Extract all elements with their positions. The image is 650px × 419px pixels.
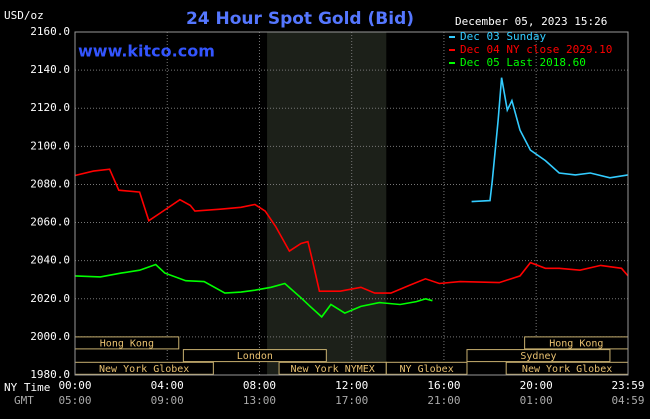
gmt-tick-label: 13:00 bbox=[243, 394, 276, 407]
gmt-tick-label: 17:00 bbox=[335, 394, 368, 407]
legend-label: Dec 03 Sunday bbox=[460, 30, 546, 43]
gmt-tick-label: 01:00 bbox=[520, 394, 553, 407]
session-label: Hong Kong bbox=[549, 338, 603, 349]
y-tick-label: 2120.0 bbox=[30, 101, 70, 114]
y-axis-label: USD/oz bbox=[4, 9, 44, 22]
x-tick-label: 16:00 bbox=[427, 379, 460, 392]
gmt-tick-label: 09:00 bbox=[151, 394, 184, 407]
series-line bbox=[74, 168, 629, 294]
session-label: New York Globex bbox=[99, 364, 189, 375]
y-tick-label: 2100.0 bbox=[30, 139, 70, 152]
y-tick-label: 2000.0 bbox=[30, 330, 70, 343]
x-tick-label: 04:00 bbox=[151, 379, 184, 392]
shaded-region bbox=[267, 32, 387, 375]
series-line bbox=[74, 263, 433, 319]
gmt-tick-label: 21:00 bbox=[427, 394, 460, 407]
session-label: New York NYMEX bbox=[291, 364, 375, 375]
y-tick-label: 2020.0 bbox=[30, 292, 70, 305]
plot-frame bbox=[74, 31, 629, 376]
session-label: Sydney bbox=[520, 351, 556, 362]
y-tick-label: 1980.0 bbox=[30, 368, 70, 381]
x-tick-label: 12:00 bbox=[335, 379, 368, 392]
session-bar bbox=[466, 349, 611, 363]
session-label: London bbox=[237, 351, 273, 362]
y-tick-label: 2140.0 bbox=[30, 63, 70, 76]
chart-title: 24 Hour Spot Gold (Bid) bbox=[186, 9, 414, 29]
session-label: New York Globex bbox=[522, 364, 612, 375]
gmt-tick-label: 04:59 bbox=[611, 394, 644, 407]
session-label: NY Globex bbox=[400, 364, 454, 375]
x-tick-label: 20:00 bbox=[520, 379, 553, 392]
session-bar bbox=[385, 361, 468, 375]
series-line bbox=[471, 77, 629, 203]
gmt-tick-label: 05:00 bbox=[58, 394, 91, 407]
x-tick-label: 00:00 bbox=[58, 379, 91, 392]
gmt-label: GMT bbox=[14, 394, 34, 407]
y-tick-label: 2080.0 bbox=[30, 177, 70, 190]
ny-time-label: NY Time bbox=[4, 381, 50, 394]
watermark: www.kitco.com bbox=[78, 42, 215, 61]
session-bar bbox=[182, 349, 327, 363]
x-tick-label: 23:59 bbox=[611, 379, 644, 392]
legend-label: Dec 05 Last 2018.60 bbox=[460, 56, 586, 69]
y-tick-label: 2060.0 bbox=[30, 216, 70, 229]
timestamp: December 05, 2023 15:26 bbox=[455, 15, 607, 28]
x-tick-label: 08:00 bbox=[243, 379, 276, 392]
y-tick-label: 2040.0 bbox=[30, 254, 70, 267]
legend-label: Dec 04 NY close 2029.10 bbox=[460, 43, 612, 56]
y-tick-label: 2160.0 bbox=[30, 25, 70, 38]
session-label: Hong Kong bbox=[100, 338, 154, 349]
